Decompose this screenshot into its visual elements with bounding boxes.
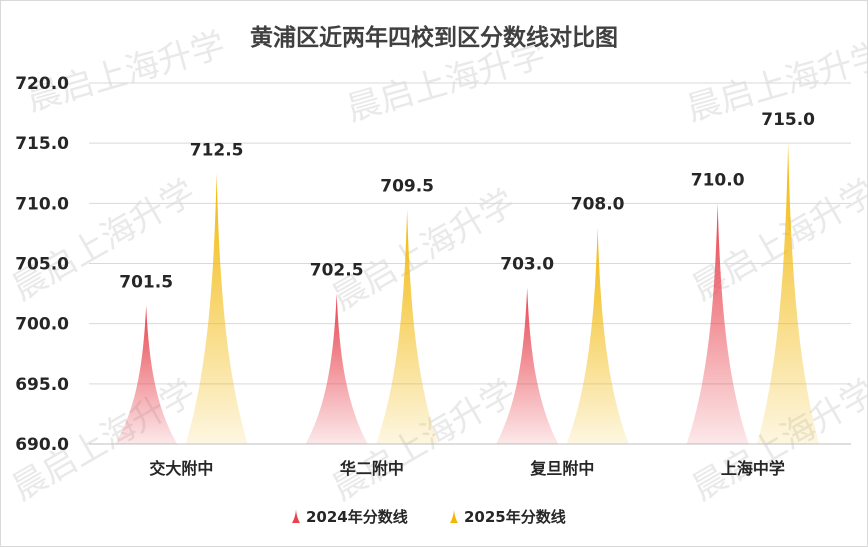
spike-2025 bbox=[757, 143, 820, 444]
y-tick-label: 720.0 bbox=[15, 74, 69, 94]
spike-2025 bbox=[376, 209, 439, 444]
x-tick-label: 复旦附中 bbox=[529, 459, 594, 478]
x-tick-label: 上海中学 bbox=[721, 459, 785, 478]
legend-item: 2024年分数线 bbox=[306, 508, 408, 526]
data-label: 715.0 bbox=[761, 110, 815, 130]
spike-2024 bbox=[305, 293, 368, 444]
spike-2024 bbox=[496, 287, 559, 444]
y-tick-label: 705.0 bbox=[15, 255, 69, 275]
chart-title: 黄浦区近两年四校到区分数线对比图 bbox=[250, 24, 618, 51]
watermark-text: 晨启上海升学 bbox=[686, 172, 868, 309]
y-tick-label: 700.0 bbox=[15, 315, 69, 335]
data-label: 702.5 bbox=[310, 261, 364, 281]
x-tick-label: 交大附中 bbox=[149, 459, 213, 478]
legend-marker bbox=[450, 508, 458, 523]
data-label: 703.0 bbox=[500, 255, 554, 275]
watermark-text: 晨启上海升学 bbox=[326, 182, 523, 319]
y-tick-label: 690.0 bbox=[15, 435, 69, 455]
x-tick-label: 华二附中 bbox=[340, 459, 404, 478]
data-label: 709.5 bbox=[380, 176, 434, 196]
y-tick-label: 695.0 bbox=[15, 375, 69, 395]
data-label: 710.0 bbox=[691, 170, 745, 190]
spike-2025 bbox=[185, 173, 248, 444]
data-label: 712.5 bbox=[190, 140, 244, 160]
legend-marker bbox=[292, 508, 300, 523]
watermark-text: 晨启上海升学 bbox=[22, 25, 229, 120]
legend-item: 2025年分数线 bbox=[464, 508, 566, 526]
spike-2024 bbox=[686, 203, 749, 444]
y-tick-label: 710.0 bbox=[15, 194, 69, 214]
data-label: 701.5 bbox=[119, 273, 173, 293]
spike-2024 bbox=[115, 305, 178, 444]
spike-2025 bbox=[566, 227, 629, 444]
data-label: 708.0 bbox=[571, 194, 625, 214]
y-tick-label: 715.0 bbox=[15, 134, 69, 154]
